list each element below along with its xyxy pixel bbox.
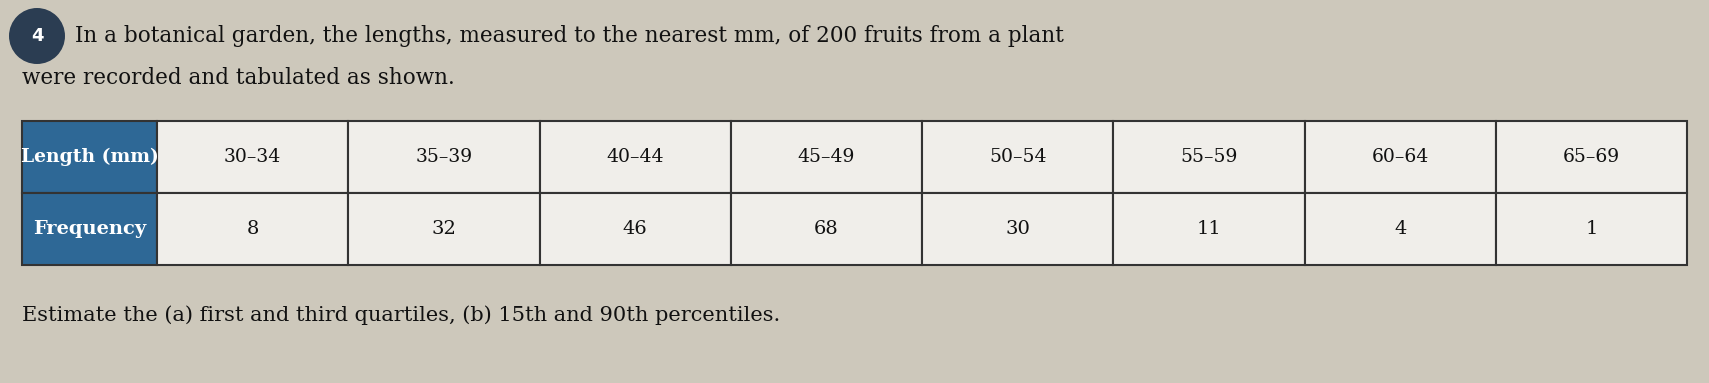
Text: Length (mm): Length (mm) [21, 148, 159, 166]
Text: Frequency: Frequency [32, 220, 147, 238]
Text: 30–34: 30–34 [224, 148, 282, 166]
FancyBboxPatch shape [349, 121, 540, 193]
FancyBboxPatch shape [1113, 193, 1304, 265]
Text: were recorded and tabulated as shown.: were recorded and tabulated as shown. [22, 67, 455, 89]
FancyBboxPatch shape [921, 121, 1113, 193]
Text: In a botanical garden, the lengths, measured to the nearest mm, of 200 fruits fr: In a botanical garden, the lengths, meas… [75, 25, 1065, 47]
Text: 30: 30 [1005, 220, 1031, 238]
FancyBboxPatch shape [731, 121, 921, 193]
Text: 1: 1 [1586, 220, 1598, 238]
Text: 68: 68 [813, 220, 839, 238]
Text: 50–54: 50–54 [990, 148, 1046, 166]
Text: 35–39: 35–39 [415, 148, 472, 166]
Text: 32: 32 [431, 220, 456, 238]
Text: 4: 4 [31, 27, 43, 45]
FancyBboxPatch shape [157, 193, 349, 265]
Text: 45–49: 45–49 [798, 148, 854, 166]
Text: 55–59: 55–59 [1181, 148, 1237, 166]
FancyBboxPatch shape [921, 193, 1113, 265]
FancyBboxPatch shape [22, 193, 157, 265]
FancyBboxPatch shape [1304, 121, 1495, 193]
Text: 40–44: 40–44 [607, 148, 663, 166]
FancyBboxPatch shape [349, 193, 540, 265]
Text: 46: 46 [622, 220, 648, 238]
FancyBboxPatch shape [1495, 121, 1687, 193]
Text: 8: 8 [246, 220, 258, 238]
Text: 65–69: 65–69 [1562, 148, 1620, 166]
Text: 60–64: 60–64 [1372, 148, 1429, 166]
Text: 4: 4 [1395, 220, 1407, 238]
Text: 11: 11 [1196, 220, 1222, 238]
FancyBboxPatch shape [1304, 193, 1495, 265]
FancyBboxPatch shape [731, 193, 921, 265]
Text: Estimate the (a) first and third quartiles, (b) 15th and 90th percentiles.: Estimate the (a) first and third quartil… [22, 305, 781, 325]
FancyBboxPatch shape [1495, 193, 1687, 265]
FancyBboxPatch shape [157, 121, 349, 193]
FancyBboxPatch shape [540, 121, 731, 193]
FancyBboxPatch shape [1113, 121, 1304, 193]
FancyBboxPatch shape [540, 193, 731, 265]
FancyBboxPatch shape [22, 121, 157, 193]
Ellipse shape [9, 8, 65, 64]
